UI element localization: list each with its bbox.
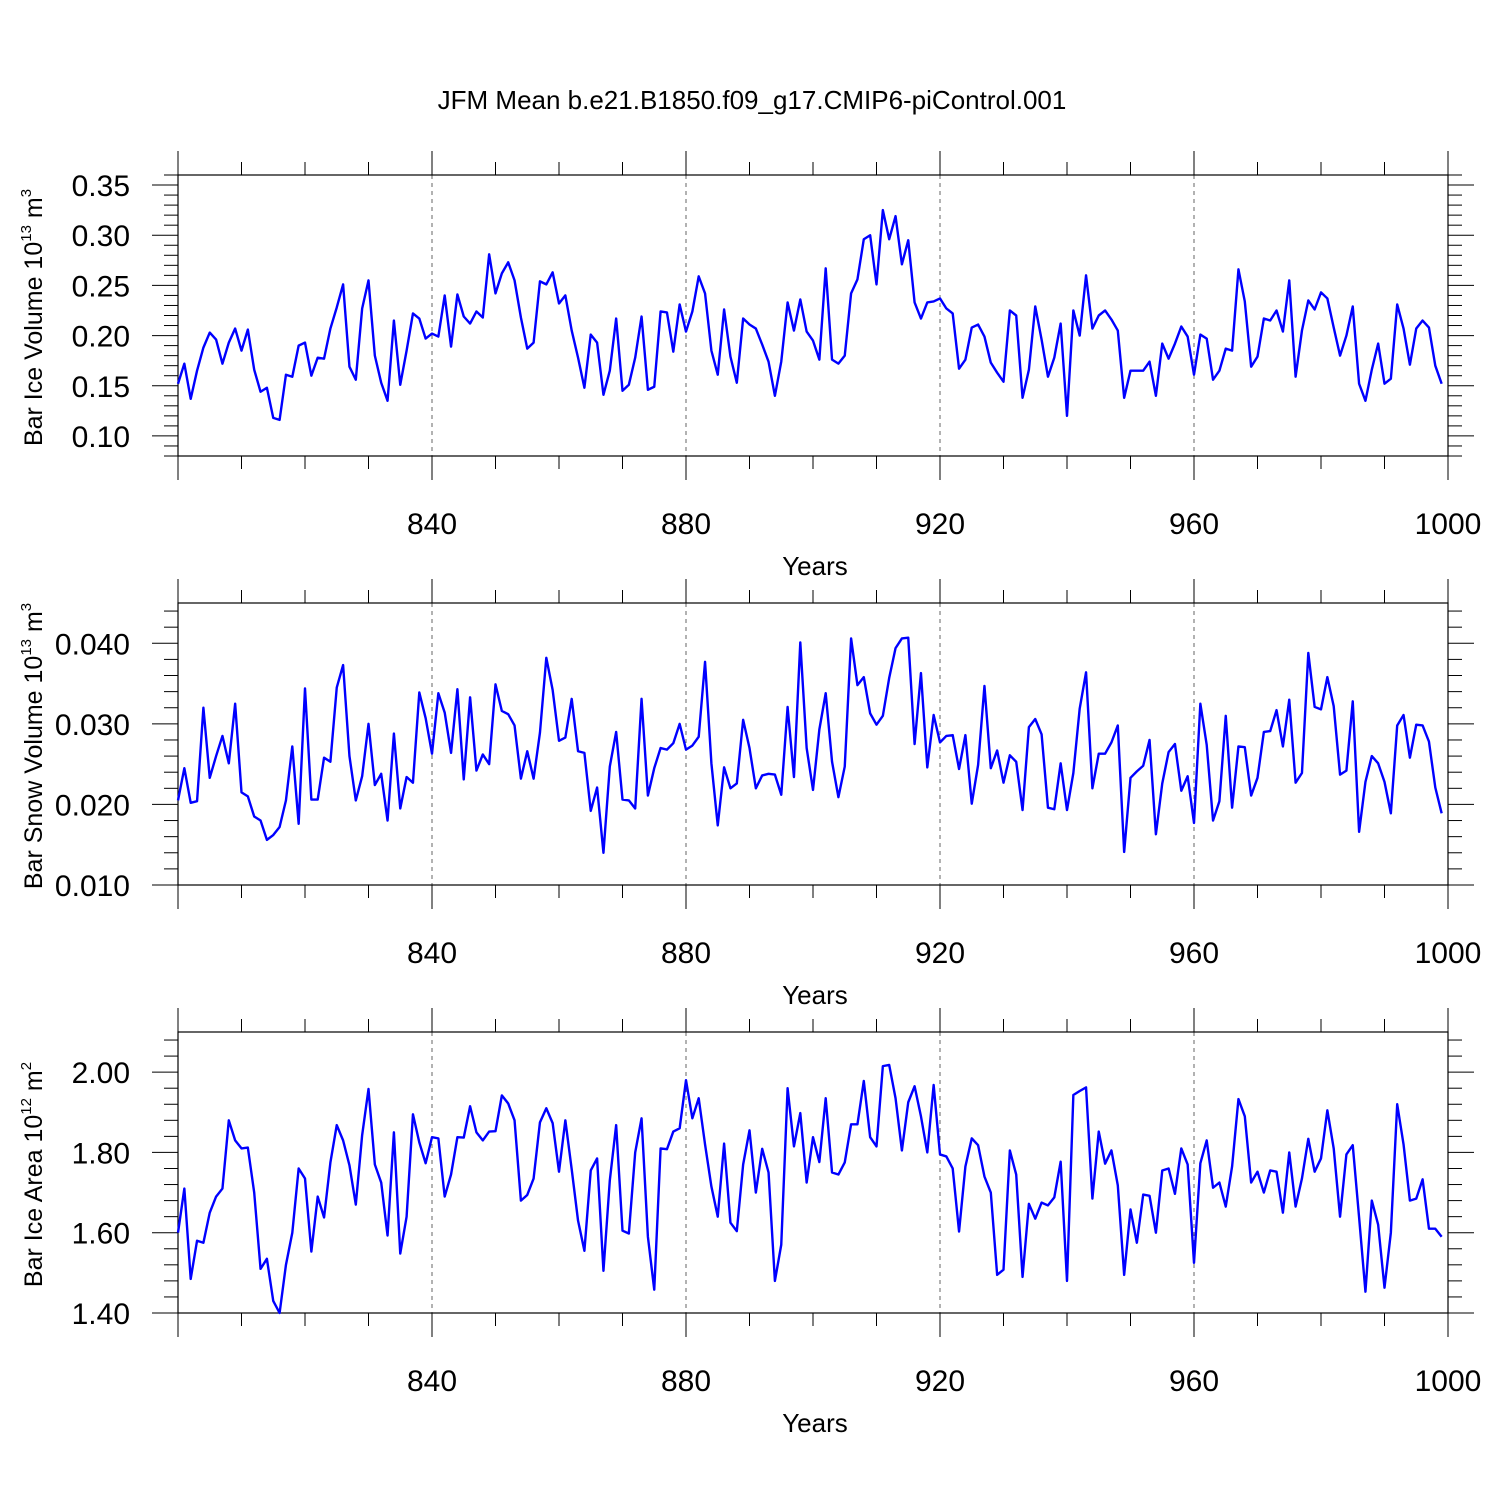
y-axis-title-main: Bar Ice Volume 10 bbox=[20, 242, 48, 446]
series-line bbox=[176, 1063, 1443, 1315]
y-axis-title-main: Bar Snow Volume 10 bbox=[20, 656, 48, 889]
x-axis-title: Years bbox=[782, 980, 848, 1010]
y-tick-label: 0.030 bbox=[55, 709, 130, 742]
y-axis-title-unit: m bbox=[20, 197, 48, 225]
y-tick-label: 1.40 bbox=[72, 1298, 130, 1331]
y-axis-title-exp: 12 bbox=[18, 1098, 35, 1115]
x-tick-label: 1000 bbox=[1415, 937, 1482, 970]
figure-title: JFM Mean b.e21.B1850.f09_g17.CMIP6-piCon… bbox=[438, 85, 1067, 115]
x-tick-label: 840 bbox=[407, 508, 457, 541]
y-axis-title-unit-exp: 3 bbox=[18, 603, 35, 611]
x-tick-label: 960 bbox=[1169, 508, 1219, 541]
x-tick-label: 1000 bbox=[1415, 508, 1482, 541]
y-tick-label: 0.35 bbox=[72, 170, 130, 203]
y-tick-label: 2.00 bbox=[72, 1057, 130, 1090]
y-axis-title-exp: 13 bbox=[18, 225, 35, 242]
x-tick-label: 880 bbox=[661, 937, 711, 970]
x-axis-title: Years bbox=[782, 1408, 848, 1438]
y-tick-label: 0.010 bbox=[55, 870, 130, 903]
y-axis-title-main: Bar Ice Area 10 bbox=[20, 1115, 48, 1287]
y-tick-label: 1.60 bbox=[72, 1218, 130, 1251]
y-tick-label: 0.040 bbox=[55, 628, 130, 661]
y-tick-label: 0.20 bbox=[72, 321, 130, 354]
chart-panel-2: 840 880 920 960 1000 0.010 0.020 0.030 0.040 Year… bbox=[18, 579, 1481, 1010]
y-axis-title: Bar Snow Volume 1013 m3 bbox=[18, 603, 48, 889]
x-axis-title: Years bbox=[782, 551, 848, 581]
x-tick-label: 880 bbox=[661, 508, 711, 541]
x-tick-label: 840 bbox=[407, 937, 457, 970]
x-tick-label: 920 bbox=[915, 1365, 965, 1398]
plot-frame bbox=[177, 602, 1449, 886]
y-axis-title-unit-exp: 2 bbox=[18, 1062, 35, 1070]
chart-panel-3: 840 880 920 960 1000 1.40 1.60 1.80 2.00 Years Bar… bbox=[18, 1008, 1481, 1438]
y-tick-label: 0.15 bbox=[72, 371, 130, 404]
x-tick-label: 960 bbox=[1169, 937, 1219, 970]
series-line bbox=[176, 636, 1443, 854]
x-tick-label: 880 bbox=[661, 1365, 711, 1398]
y-tick-label: 0.020 bbox=[55, 789, 130, 822]
y-axis-title-unit: m bbox=[20, 611, 48, 639]
chart-panel-1: 840 880 920 960 1000 0.10 0.15 0.20 0.25 0.30 0.35… bbox=[18, 151, 1481, 581]
y-axis-title-unit: m bbox=[20, 1070, 48, 1098]
y-axis-title: Bar Ice Area 1012 m2 bbox=[18, 1062, 48, 1287]
plot-frame bbox=[177, 174, 1449, 457]
series-line bbox=[176, 208, 1443, 422]
y-axis-title-exp: 13 bbox=[18, 639, 35, 656]
y-tick-label: 0.25 bbox=[72, 270, 130, 303]
x-tick-label: 960 bbox=[1169, 1365, 1219, 1398]
y-tick-label: 0.30 bbox=[72, 220, 130, 253]
y-tick-label: 1.80 bbox=[72, 1137, 130, 1170]
x-tick-label: 920 bbox=[915, 937, 965, 970]
y-axis-title: Bar Ice Volume 1013 m3 bbox=[18, 189, 48, 446]
x-tick-label: 840 bbox=[407, 1365, 457, 1398]
x-tick-label: 920 bbox=[915, 508, 965, 541]
y-axis-title-unit-exp: 3 bbox=[18, 189, 35, 197]
x-tick-label: 1000 bbox=[1415, 1365, 1482, 1398]
y-tick-label: 0.10 bbox=[72, 421, 130, 454]
